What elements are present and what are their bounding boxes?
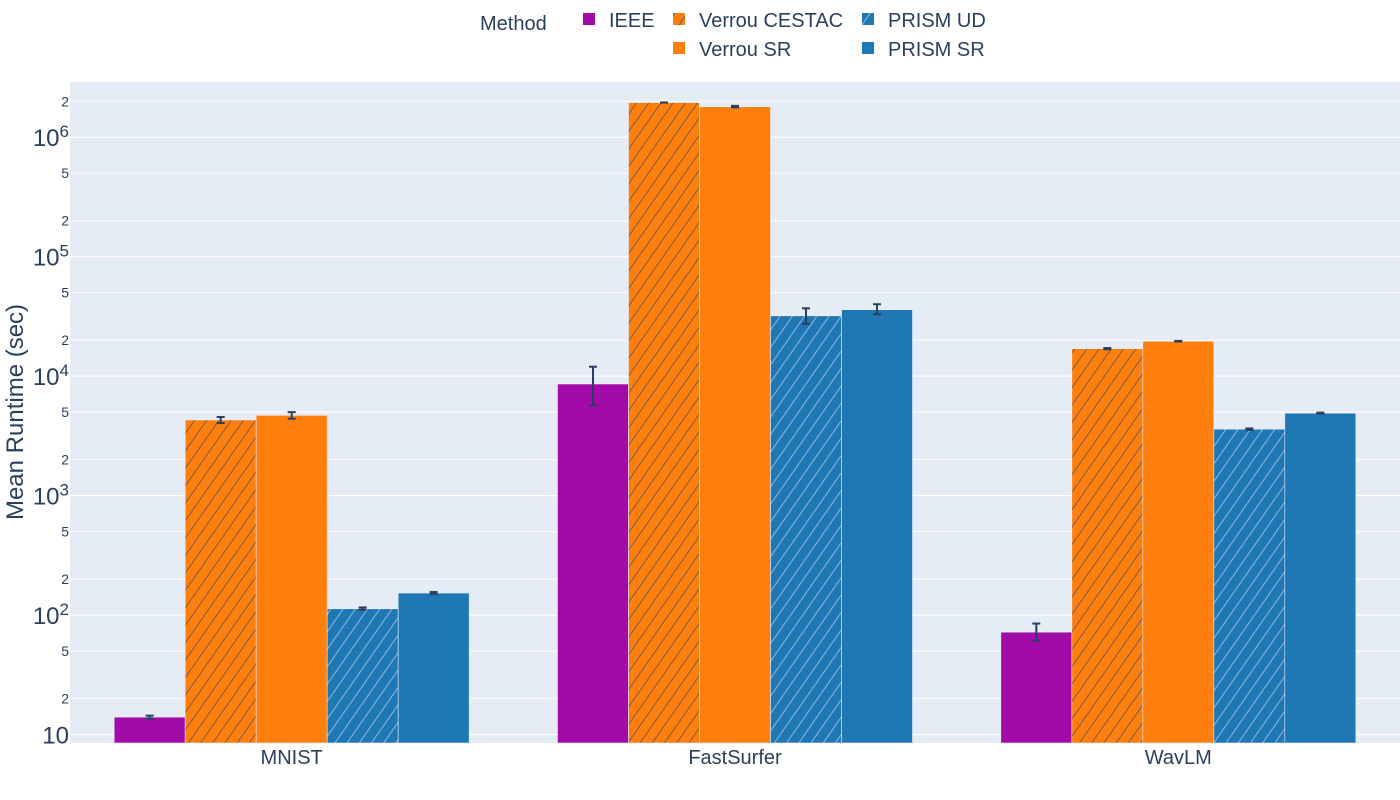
legend-label-prism-ud: PRISM UD <box>888 10 986 32</box>
bar-prism-sr-mnist <box>397 592 470 744</box>
y-tick-label: 105 <box>33 242 69 272</box>
bar-prism-ud-mnist <box>326 608 399 744</box>
bar-prism-ud-fastsurfer <box>770 315 842 744</box>
bar-ieee-fastsurfer <box>557 383 629 744</box>
y-minor-tick-label: 2 <box>61 93 69 109</box>
legend-label-verrou-sr: Verrou SR <box>699 39 791 61</box>
y-minor-tick-label: 5 <box>61 524 69 540</box>
bar-ieee-wavlm <box>1000 631 1073 744</box>
legend-swatch-verrou-cestac <box>673 13 685 25</box>
x-tick-label-fastsurfer: FastSurfer <box>688 747 782 769</box>
legend-label-prism-sr: PRISM SR <box>888 39 985 61</box>
y-minor-tick-label: 2 <box>61 332 69 348</box>
bar-prism-ud-wavlm <box>1213 428 1286 744</box>
x-tick-label-mnist: MNIST <box>261 747 323 769</box>
bar-ieee-mnist <box>113 716 186 744</box>
y-minor-tick-label: 5 <box>61 404 69 420</box>
legend-title: Method <box>480 13 547 35</box>
bar-verrou-cestac-fastsurfer <box>628 102 700 744</box>
y-axis-title: Mean Runtime (sec) <box>2 304 29 520</box>
x-axis-ticks: MNIST FastSurfer WavLM <box>261 747 1212 769</box>
y-tick-label: 104 <box>33 361 69 391</box>
error-bars <box>145 101 1325 720</box>
legend-swatch-prism-ud <box>862 13 874 25</box>
y-minor-tick-label: 5 <box>61 643 69 659</box>
legend-label-verrou-cestac: Verrou CESTAC <box>699 10 843 32</box>
bar-verrou-cestac-wavlm <box>1071 348 1144 744</box>
y-tick-label: 103 <box>33 481 69 511</box>
y-minor-tick-label: 5 <box>61 165 69 181</box>
y-minor-tick-label: 2 <box>61 571 69 587</box>
y-minor-tick-label: 2 <box>61 213 69 229</box>
y-tick-label: 106 <box>33 122 69 152</box>
bar-verrou-sr-mnist <box>255 415 328 744</box>
bar-verrou-sr-wavlm <box>1142 340 1215 744</box>
legend: Method IEEE Verrou CESTAC PRISM UD Verrou SR… <box>480 10 986 61</box>
legend-swatch-ieee <box>583 13 595 25</box>
bar-prism-sr-wavlm <box>1284 412 1357 744</box>
x-tick-label-wavlm: WavLM <box>1145 747 1212 769</box>
legend-swatch-prism-sr <box>862 42 874 54</box>
y-minor-tick-label: 5 <box>61 285 69 301</box>
y-minor-tick-label: 2 <box>61 691 69 707</box>
y-minor-tick-label: 2 <box>61 452 69 468</box>
y-tick-label: 10 <box>42 723 69 750</box>
y-tick-label: 102 <box>33 600 69 630</box>
y-axis-ticks: 10 102 103 104 105 106 2 5 2 5 2 5 2 5 2 5 2 <box>33 93 69 749</box>
legend-label-ieee: IEEE <box>609 10 655 32</box>
bar-prism-sr-fastsurfer <box>841 309 913 744</box>
bar-verrou-cestac-mnist <box>184 419 257 744</box>
legend-swatch-verrou-sr <box>673 42 685 54</box>
bar-verrou-sr-fastsurfer <box>699 106 771 744</box>
bars <box>113 102 1357 744</box>
